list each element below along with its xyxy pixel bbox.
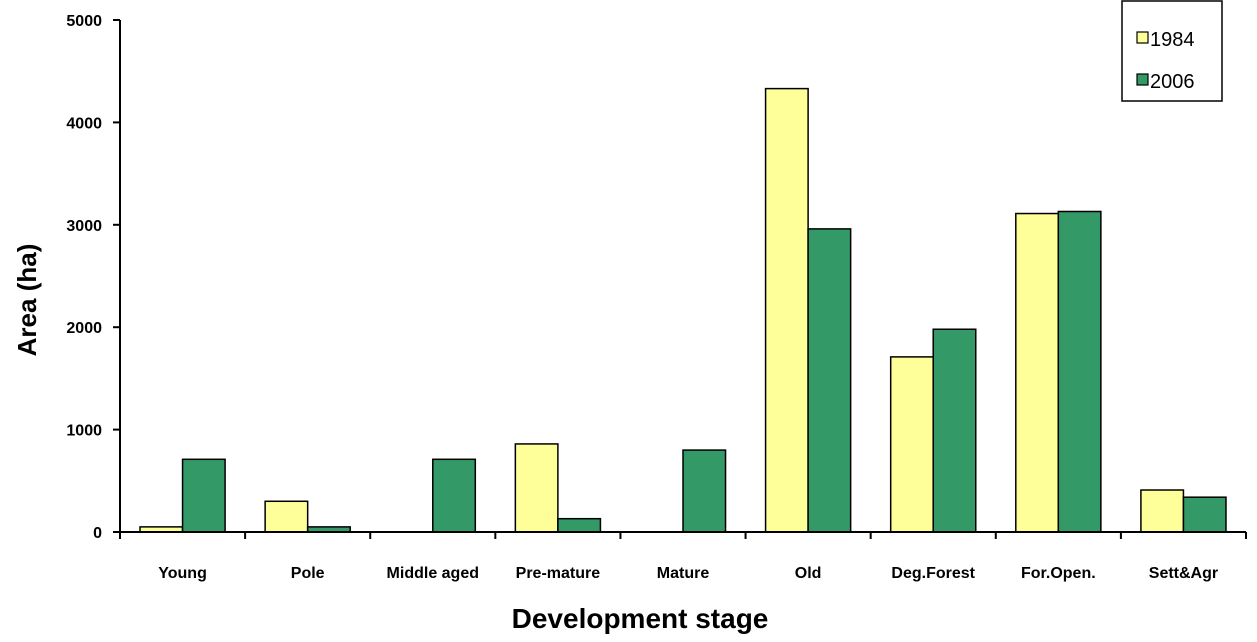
bar-2006-for-open- [1057,210,1102,533]
x-category-label: Old [795,565,822,582]
y-tick-label: 0 [93,525,102,542]
x-axis-category-labels: Young Pole Middle aged Pre-mature Mature Old D… [158,565,1218,582]
bar-1984-sett-agr [1140,489,1185,533]
y-tick-label: 5000 [66,13,102,30]
y-tick-label: 3000 [66,218,102,235]
legend-box [1121,0,1223,102]
y-axis-tick-labels: 0 1000 2000 3000 4000 5000 [66,13,102,542]
bar-2006-young [181,458,226,533]
bar-1984-pole [264,500,309,533]
y-tick-label: 4000 [66,115,102,132]
legend-label-1984: 1984 [1150,29,1195,51]
x-category-label: For.Open. [1021,565,1096,582]
x-category-label: Mature [657,565,710,582]
legend-label-2006: 2006 [1150,71,1195,93]
x-category-label: Pole [291,565,325,582]
legend: 1984 2006 [1121,0,1223,102]
bar-2006-pre-mature [557,517,602,533]
legend-swatch-2006 [1136,73,1149,86]
bar-2006-old [807,228,852,533]
x-category-label: Sett&Agr [1149,565,1218,582]
x-axis-ticks [119,532,1247,539]
legend-swatch-1984 [1136,31,1149,44]
bar-2006-mature [682,449,727,533]
x-category-label: Middle aged [387,565,479,582]
bar-2006-deg-forest [932,328,977,533]
bar-1984-deg-forest [889,356,934,533]
x-category-label: Pre-mature [516,565,601,582]
x-axis-title: Development stage [512,603,769,634]
bar-2006-sett-agr [1182,496,1227,533]
y-axis-title: Area (ha) [12,244,42,357]
x-category-label: Deg.Forest [891,565,975,582]
bar-1984-for-open- [1015,212,1060,533]
bar-1984-pre-mature [514,443,559,533]
y-tick-label: 1000 [66,423,102,440]
y-tick-label: 2000 [66,320,102,337]
y-axis-ticks [113,19,120,533]
bar-1984-old [764,87,809,533]
bars-layer [139,87,1227,533]
x-category-label: Young [158,565,207,582]
bar-2006-middle-aged [432,458,477,533]
